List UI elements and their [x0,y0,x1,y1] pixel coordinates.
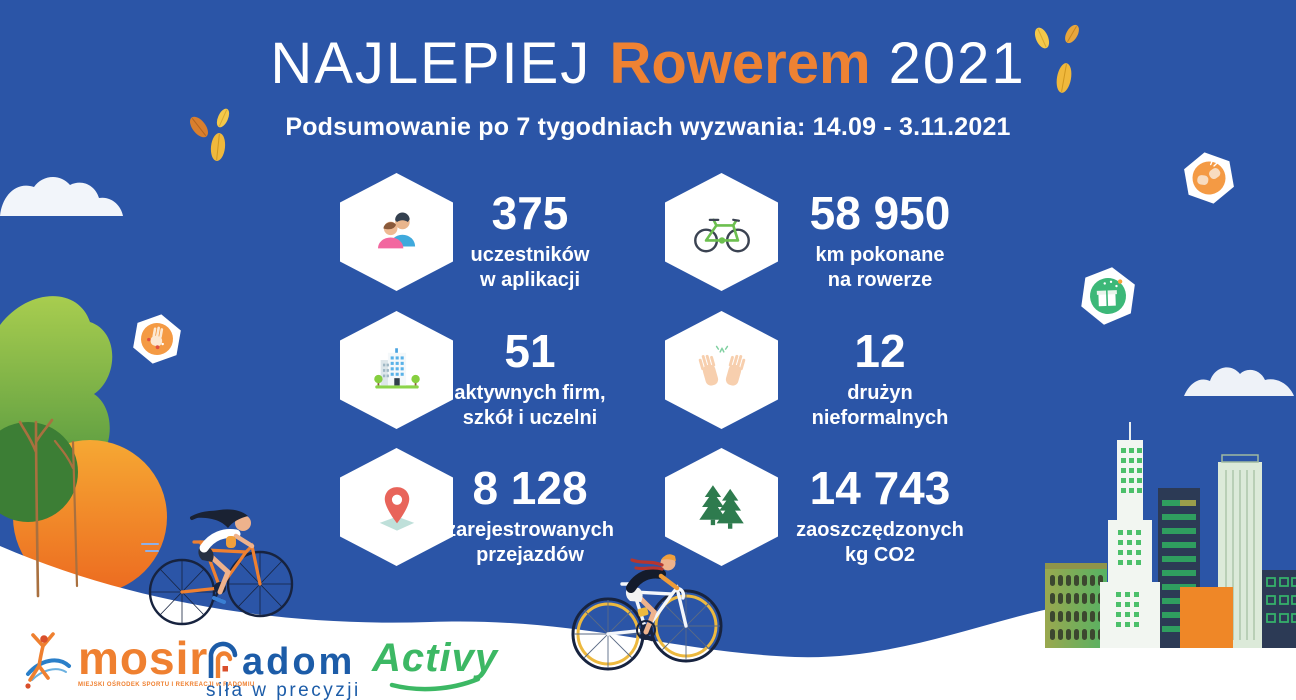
mosir-caption: MIEJSKI OŚRODEK SPORTU I REKREACJI w RAD… [78,682,255,689]
stat-block: 14 743 zaoszczędzonych kg CO2 [770,462,990,569]
bicycle-icon [693,218,750,253]
high-five-icon [698,345,745,386]
hand-badge-icon [133,314,181,364]
pine-trees-icon [698,485,744,529]
title-part1: NAJLEPIEJ [270,31,592,96]
fist-bump-badge-icon [1184,152,1234,204]
city-skyline-illustration [1045,422,1296,648]
stat-value: 58 950 [809,187,951,239]
radom-r-icon [208,641,238,678]
mosir-logo: mosir MIEJSKI OŚRODEK SPORTU I REKREACJI… [22,630,255,692]
cloud-icon [1184,367,1294,396]
cloud-icon [0,176,123,216]
stat-value: 8 128 [472,462,588,514]
stat-label: km pokonane na rowerze [815,243,945,292]
stat-hexagon [665,173,778,291]
stat-hexagon [665,311,778,429]
activy-wordmark: Activy [372,636,499,680]
stat-block: 8 128 zarejestrowanych przejazdów [420,462,640,569]
mosir-figure-icon [25,632,71,689]
page-subtitle: Podsumowanie po 7 tygodniach wyzwania: 1… [285,113,1011,141]
autumn-leaves-icon [190,108,230,161]
stat-value: 375 [491,187,569,239]
stat-block: 51 aktywnych firm, szkół i uczelni [420,325,640,432]
activy-logo: Activy [372,636,499,697]
stat-label: drużyn nieformalnych [811,381,949,430]
building-icon [373,348,420,389]
ground-wave [0,546,1296,700]
people-icon [377,212,415,249]
stat-value: 51 [504,325,556,377]
stat-label: aktywnych firm, szkół i uczelni [454,381,606,430]
mosir-wordmark: mosir [78,632,209,684]
stat-block: 58 950 km pokonane na rowerze [770,187,990,294]
tree-trunks-illustration [18,418,79,598]
stat-block: 12 drużyn nieformalnych [770,325,990,432]
stat-value: 12 [854,325,906,377]
cyclist-illustration [571,554,723,671]
activy-underline-icon [389,676,481,692]
map-pin-icon [379,487,414,531]
gift-badge-icon [1081,267,1135,325]
autumn-leaves-icon [1034,24,1079,93]
radom-caption: siła w precyzji [206,680,361,700]
radom-wordmark: adom [242,640,356,683]
title-part3: 2021 [888,31,1026,96]
radom-logo: adom siła w precyzji [206,640,361,700]
stat-block: 375 uczestników w aplikacji [420,187,640,294]
stat-label: zarejestrowanych przejazdów [446,518,614,567]
stat-label: zaoszczędzonych kg CO2 [796,518,964,567]
stat-label: uczestników w aplikacji [470,243,590,292]
cyclist-illustration [141,509,294,626]
page-title: NAJLEPIEJ Rowerem 2021 [0,31,1296,96]
stat-value: 14 743 [809,462,951,514]
title-part2: Rowerem [609,31,871,96]
tree-and-sun-illustration [0,296,167,594]
